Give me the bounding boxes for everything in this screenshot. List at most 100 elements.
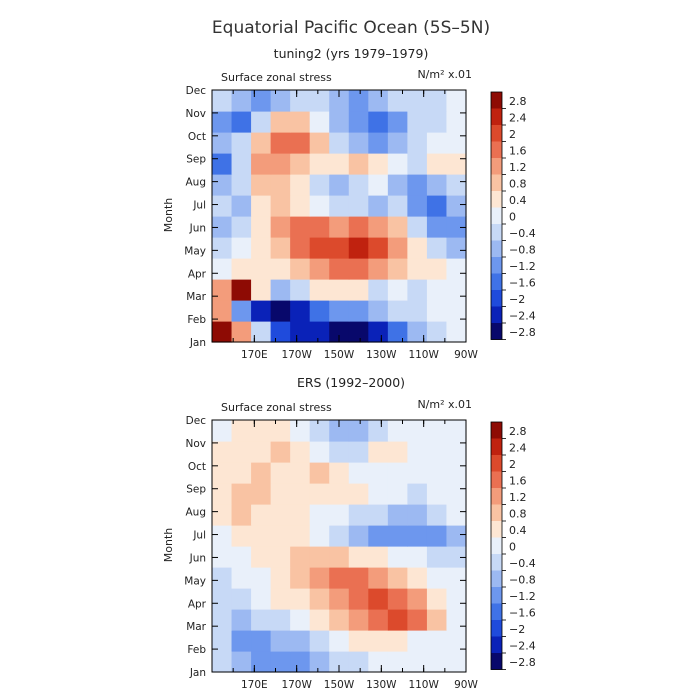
colorbar-label: −0.4 [509, 557, 536, 570]
heatmap-cell [348, 321, 369, 343]
month-tick-label: May [184, 245, 206, 257]
heatmap-cell [309, 174, 330, 196]
heatmap-cell [270, 300, 291, 322]
heatmap-cell [329, 630, 350, 652]
heatmap-cell [446, 300, 467, 322]
heatmap-cell [407, 216, 428, 238]
heatmap-cell [290, 525, 311, 547]
heatmap-cell [368, 258, 389, 280]
colorbar-label: −1.2 [509, 590, 536, 603]
heatmap-cell [290, 462, 311, 484]
heatmap-cell [446, 588, 467, 610]
heatmap-cell [368, 630, 389, 652]
panel-subtitle: ERS (1992–2000) [297, 375, 405, 390]
heatmap-cell [212, 279, 233, 301]
lon-tick-label: 130W [366, 349, 397, 361]
heatmap-cell [329, 546, 350, 568]
heatmap-cell [426, 300, 448, 322]
colorbar-label: −1.6 [509, 607, 536, 620]
heatmap-cell [407, 174, 428, 196]
heatmap-cell [270, 279, 291, 301]
heatmap-cell [348, 216, 369, 238]
colorbar-label: 2.8 [509, 425, 527, 438]
heatmap-cell [251, 462, 272, 484]
heatmap-cell [309, 153, 330, 175]
colorbar-swatch [491, 488, 502, 505]
heatmap-cell [329, 279, 350, 301]
heatmap-cell [231, 237, 252, 259]
colorbar-swatch [491, 422, 502, 439]
heatmap-cell [270, 420, 291, 442]
heatmap-cell [426, 525, 448, 547]
heatmap-cell [309, 132, 330, 154]
heatmap-cell [348, 462, 369, 484]
heatmap-cell [387, 90, 408, 112]
heatmap-cell [407, 132, 428, 154]
heatmap-cell [446, 609, 467, 631]
colorbar-label: −2 [509, 623, 525, 636]
heatmap-cell [290, 153, 311, 175]
heatmap-cell [446, 132, 467, 154]
heatmap-cell [212, 630, 233, 652]
month-tick-label: Feb [187, 314, 206, 326]
heatmap-cell [212, 462, 233, 484]
heatmap-cell [231, 111, 252, 133]
heatmap-cell [348, 483, 369, 505]
heatmap-cell [329, 441, 350, 463]
heatmap-cell [251, 609, 272, 631]
heatmap-cell [368, 651, 389, 673]
heatmap-cell [212, 420, 233, 442]
lon-tick-label: 170W [281, 349, 312, 361]
heatmap-cell [309, 237, 330, 259]
month-tick-label: Sep [186, 154, 206, 166]
heatmap-cell [212, 504, 233, 526]
colorbar-label: 1.2 [509, 491, 527, 504]
heatmap-cell [348, 630, 369, 652]
heatmap-cell [251, 258, 272, 280]
heatmap-cell [407, 462, 428, 484]
heatmap-cell [329, 216, 350, 238]
y-axis-label: Month [162, 528, 175, 563]
colorbar-label: 0.4 [509, 194, 527, 207]
heatmap-cell [309, 90, 330, 112]
colorbar-swatch [491, 521, 502, 538]
heatmap-cell [407, 567, 428, 589]
heatmap-cell [270, 153, 291, 175]
heatmap-cell [407, 321, 428, 343]
heatmap-cell [387, 153, 408, 175]
heatmap-cell [348, 651, 369, 673]
heatmap-cell [309, 216, 330, 238]
heatmap-cell [270, 483, 291, 505]
heatmap-cell [231, 420, 252, 442]
lon-tick-label: 150W [324, 349, 355, 361]
heatmap-cell [231, 195, 252, 217]
heatmap-cell [290, 504, 311, 526]
heatmap-cell [212, 609, 233, 631]
lon-tick-label: 170W [281, 679, 312, 691]
heatmap-cell [329, 153, 350, 175]
heatmap-cell [426, 441, 448, 463]
heatmap-cell [290, 174, 311, 196]
heatmap-cell [407, 237, 428, 259]
colorbar-label: −0.8 [509, 574, 536, 587]
heatmap-cell [212, 567, 233, 589]
heatmap-cell [368, 525, 389, 547]
colorbar-swatch [491, 158, 502, 175]
heatmap-cell [407, 300, 428, 322]
heatmap-cell [270, 216, 291, 238]
heatmap-cell [368, 237, 389, 259]
heatmap-cell [212, 90, 233, 112]
heatmap-cell [387, 441, 408, 463]
heatmap-cell [231, 258, 252, 280]
colorbar-label: −2.8 [509, 326, 536, 339]
heatmap-cell [270, 462, 291, 484]
colorbar-swatch [491, 108, 502, 126]
heatmap-cell [426, 504, 448, 526]
heatmap-cell [290, 279, 311, 301]
heatmap-cells [212, 420, 467, 673]
heatmap-cell [446, 462, 467, 484]
colorbar-swatch [491, 240, 502, 258]
heatmap-cell [426, 630, 448, 652]
colorbar-label: 2.8 [509, 95, 527, 108]
heatmap-cell [231, 321, 252, 343]
